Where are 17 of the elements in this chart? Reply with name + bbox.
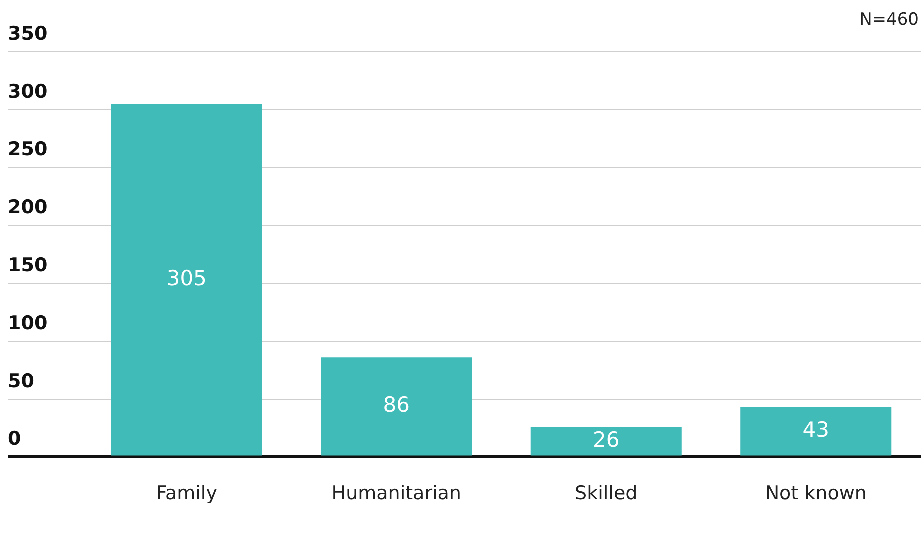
data-label: 26 [593, 428, 620, 452]
y-tick-label: 200 [8, 196, 48, 219]
data-label: 305 [166, 266, 207, 290]
y-tick-label: 350 [8, 22, 48, 45]
y-tick-label: 150 [8, 254, 48, 276]
x-tick-label: Not known [765, 482, 867, 505]
x-tick-label: Family [156, 482, 218, 505]
data-label: 86 [383, 393, 410, 418]
y-tick-label: 300 [8, 80, 48, 103]
text: N=460 [860, 10, 919, 30]
x-tick-label: Skilled [575, 482, 638, 505]
y-tick-label: 50 [8, 370, 34, 392]
data-label: 43 [802, 418, 830, 442]
y-tick-label: 250 [8, 138, 48, 161]
y-tick-label: 0 [8, 428, 22, 450]
y-tick-label: 100 [8, 312, 48, 334]
x-tick-label: Humanitarian [332, 482, 462, 505]
